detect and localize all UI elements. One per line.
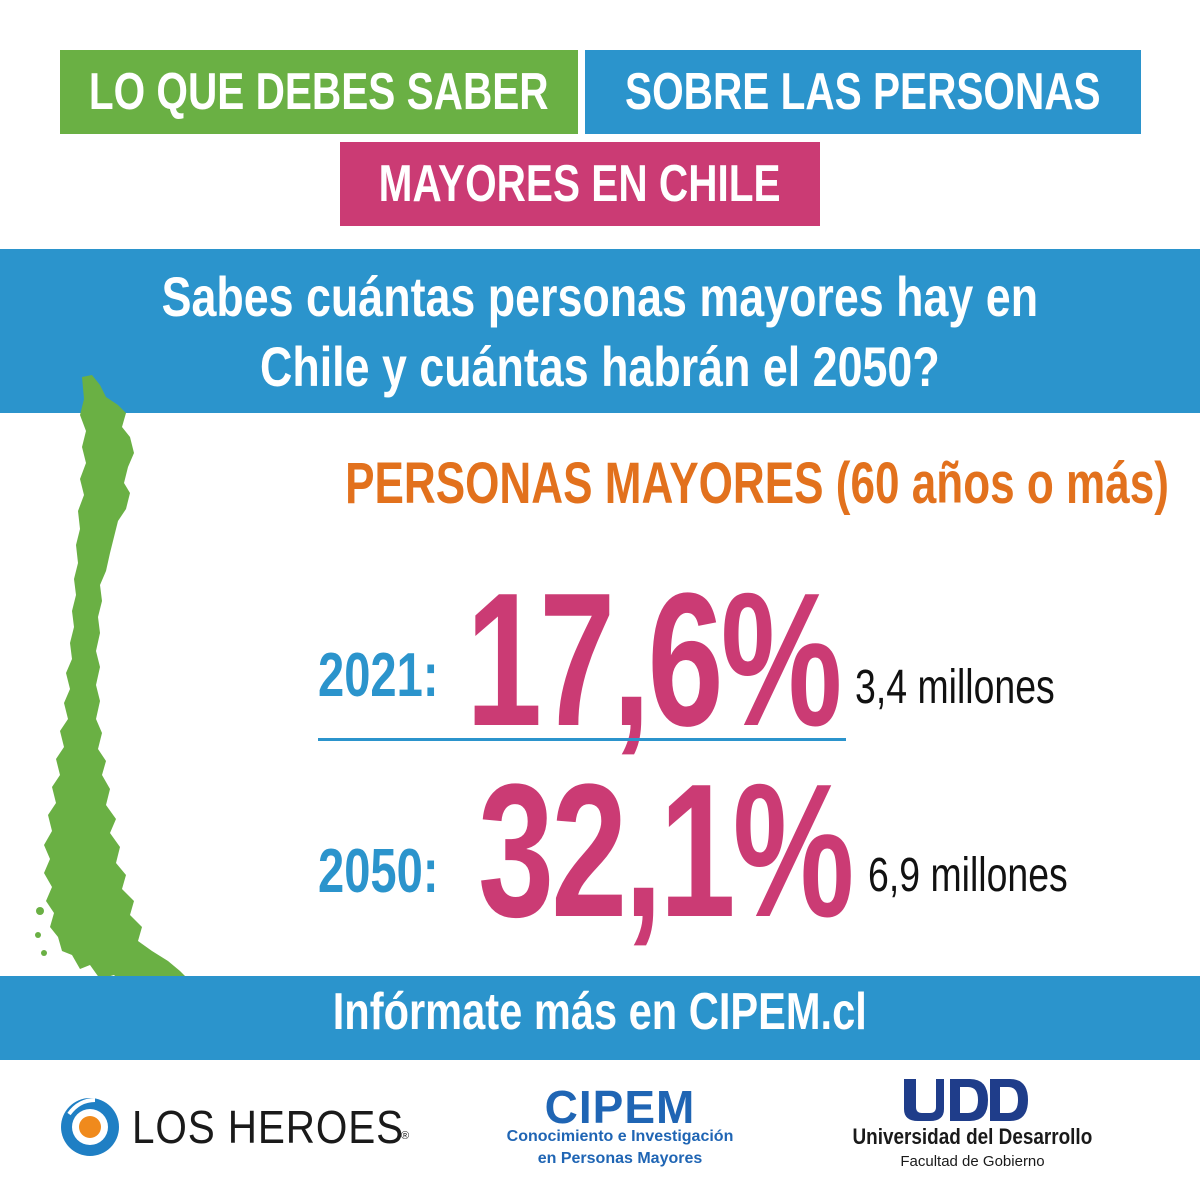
subtitle-text: PERSONAS MAYORES (60 años o más) bbox=[345, 451, 1169, 516]
question-line-1: Sabes cuántas personas mayores hay en bbox=[161, 265, 1039, 328]
stat-year-2021-label: 2021: bbox=[318, 641, 439, 710]
footer-cta-text: Infórmate más en CIPEM.cl bbox=[332, 983, 868, 1041]
question-line-2: Chile y cuántas habrán el 2050? bbox=[260, 335, 940, 398]
los-heroes-logo-icon bbox=[61, 1098, 119, 1156]
los-heroes-reg-mark: ® bbox=[401, 1130, 410, 1142]
stat-count-2021: 3,4 millones bbox=[855, 660, 1111, 715]
udd-logo-faculty: Facultad de Gobierno bbox=[900, 1153, 1045, 1170]
los-heroes-name-text: LOS HEROES bbox=[132, 1101, 405, 1153]
cipem-logo-name: CIPEM bbox=[544, 1081, 696, 1133]
header-part-3-text: MAYORES EN CHILE bbox=[379, 155, 781, 213]
stat-percent-2021: 17,6% bbox=[466, 565, 985, 755]
los-heroes-name: LOS HEROES bbox=[132, 1100, 441, 1154]
header-part-1-text: LO QUE DEBES SABER bbox=[89, 63, 549, 121]
footer-band bbox=[0, 976, 1200, 1060]
stat-count-2021-value: 3,4 millones bbox=[855, 661, 1055, 714]
subtitle: PERSONAS MAYORES (60 años o más) bbox=[215, 450, 1169, 517]
stat-percent-2050: 32,1% bbox=[478, 756, 997, 946]
chile-map-icon bbox=[35, 375, 194, 1005]
question-band bbox=[0, 249, 1200, 413]
stat-divider bbox=[318, 738, 846, 741]
question-text: Sabes cuántas personas mayores hay en Ch… bbox=[0, 262, 1200, 402]
cipem-logo-line-2: en Personas Mayores bbox=[537, 1150, 703, 1167]
header-part-3: MAYORES EN CHILE bbox=[340, 142, 820, 226]
stat-count-2050-value: 6,9 millones bbox=[868, 849, 1068, 902]
udd-logo-name: Universidad del Desarrollo bbox=[805, 1124, 1140, 1150]
stat-count-2050: 6,9 millones bbox=[868, 848, 1124, 903]
cipem-logo-line-1: Conocimiento e Investigación bbox=[506, 1128, 734, 1145]
footer-cta[interactable]: Infórmate más en CIPEM.cl bbox=[0, 982, 1200, 1042]
stat-year-2050-label: 2050: bbox=[318, 837, 439, 906]
stat-percent-2050-value: 32,1% bbox=[478, 745, 854, 957]
stat-percent-2021-value: 17,6% bbox=[466, 554, 842, 766]
udd-logo-name-text: Universidad del Desarrollo bbox=[852, 1124, 1093, 1149]
header-part-2: SOBRE LAS PERSONAS bbox=[585, 50, 1141, 134]
header-part-1: LO QUE DEBES SABER bbox=[60, 50, 578, 134]
stat-year-2021: 2021: bbox=[318, 640, 477, 711]
header-part-2-text: SOBRE LAS PERSONAS bbox=[625, 63, 1101, 121]
udd-logo-icon bbox=[904, 1079, 1028, 1121]
stat-year-2050: 2050: bbox=[318, 836, 477, 907]
